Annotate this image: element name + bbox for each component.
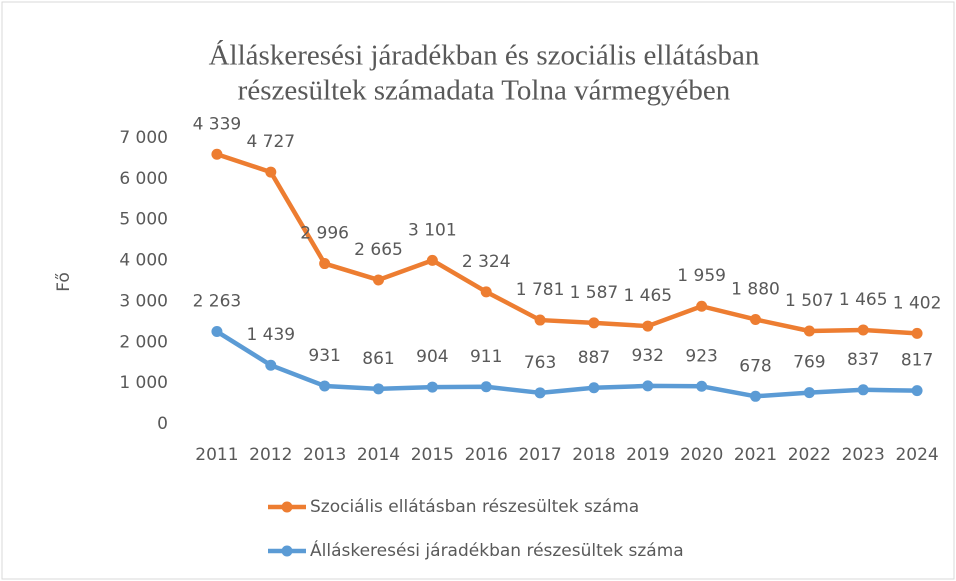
x-tick-label: 2020 <box>680 445 723 465</box>
data-point <box>265 166 277 178</box>
data-label: 1 402 <box>893 293 942 313</box>
data-label: 932 <box>632 346 664 366</box>
x-tick-label: 2023 <box>842 445 885 465</box>
x-tick-label: 2016 <box>465 445 508 465</box>
legend-marker <box>281 545 293 557</box>
x-tick-label: 2014 <box>357 445 400 465</box>
y-tick-label: 3 000 <box>119 291 168 311</box>
data-label: 861 <box>362 349 394 369</box>
data-point <box>480 286 492 298</box>
data-label: 678 <box>739 356 771 376</box>
data-point <box>911 327 923 339</box>
data-label: 2 324 <box>462 252 511 272</box>
data-label: 817 <box>901 351 933 371</box>
data-point <box>588 317 600 329</box>
y-tick-label: 7 000 <box>119 128 168 148</box>
data-point <box>803 325 815 337</box>
y-tick-label: 2 000 <box>119 332 168 352</box>
data-point <box>588 382 600 394</box>
data-label: 2 665 <box>354 240 403 260</box>
data-point <box>750 390 761 402</box>
data-label: 904 <box>416 347 448 367</box>
data-label: 837 <box>847 350 879 370</box>
data-label: 1 880 <box>731 279 780 299</box>
y-tick-label: 6 000 <box>119 169 168 189</box>
data-point <box>803 387 815 399</box>
x-tick-label: 2018 <box>572 445 615 465</box>
data-label: 887 <box>578 348 610 368</box>
data-label: 1 781 <box>516 280 565 300</box>
x-tick-label: 2022 <box>788 445 831 465</box>
data-label: 911 <box>470 347 502 367</box>
data-label: 2 996 <box>300 224 349 244</box>
x-tick-label: 2015 <box>411 445 454 465</box>
data-point <box>426 381 438 393</box>
data-label: 1 587 <box>570 283 619 303</box>
x-tick-label: 2011 <box>195 445 238 465</box>
x-tick-label: 2019 <box>626 445 669 465</box>
data-label: 763 <box>524 353 556 373</box>
y-axis-label: Fő <box>54 272 74 292</box>
series-line <box>215 329 918 399</box>
data-label: 1 507 <box>785 291 834 311</box>
data-label: 3 101 <box>408 220 457 240</box>
data-label: 1 959 <box>677 266 726 286</box>
y-tick-label: 5 000 <box>119 210 168 230</box>
data-point <box>373 274 384 286</box>
data-label: 1 439 <box>246 325 295 345</box>
x-tick-label: 2017 <box>518 445 561 465</box>
data-point <box>857 324 869 336</box>
data-point <box>642 380 654 392</box>
y-tick-label: 0 <box>157 414 168 434</box>
data-point <box>319 258 331 270</box>
x-tick-label: 2013 <box>303 445 346 465</box>
series-line <box>216 152 918 336</box>
data-label: 1 465 <box>623 286 672 306</box>
legend-label: Álláskeresési járadékban részesültek szá… <box>310 539 684 561</box>
data-point <box>319 380 331 392</box>
data-point <box>534 314 546 326</box>
chart-title: Álláskeresési járadékban és szociális el… <box>209 39 760 72</box>
x-tick-label: 2024 <box>895 445 938 465</box>
data-point <box>642 320 654 332</box>
data-label: 4 727 <box>246 132 295 152</box>
y-tick-label: 1 000 <box>119 373 168 393</box>
data-point <box>211 326 223 338</box>
data-label: 1 465 <box>839 290 888 310</box>
chart-title: részesültek számadata Tolna vármegyében <box>238 75 731 107</box>
data-point <box>696 300 708 312</box>
data-label: 769 <box>793 353 825 373</box>
legend-label: Szociális ellátásban részesültek száma <box>310 497 639 517</box>
data-point <box>480 381 492 393</box>
x-tick-label: 2021 <box>734 445 777 465</box>
data-label: 2 263 <box>193 292 242 312</box>
data-label: 923 <box>685 346 717 366</box>
data-point <box>265 359 277 371</box>
x-tick-label: 2012 <box>249 445 292 465</box>
data-point <box>373 383 384 395</box>
legend-marker <box>281 501 293 513</box>
data-point <box>911 385 923 397</box>
data-point <box>696 380 708 392</box>
y-tick-label: 4 000 <box>119 251 168 271</box>
data-label: 931 <box>308 346 340 366</box>
data-point <box>857 384 869 396</box>
data-point <box>426 254 438 266</box>
data-label: 4 339 <box>193 114 242 134</box>
data-point <box>211 148 223 160</box>
data-point <box>750 313 761 325</box>
data-point <box>534 387 546 399</box>
